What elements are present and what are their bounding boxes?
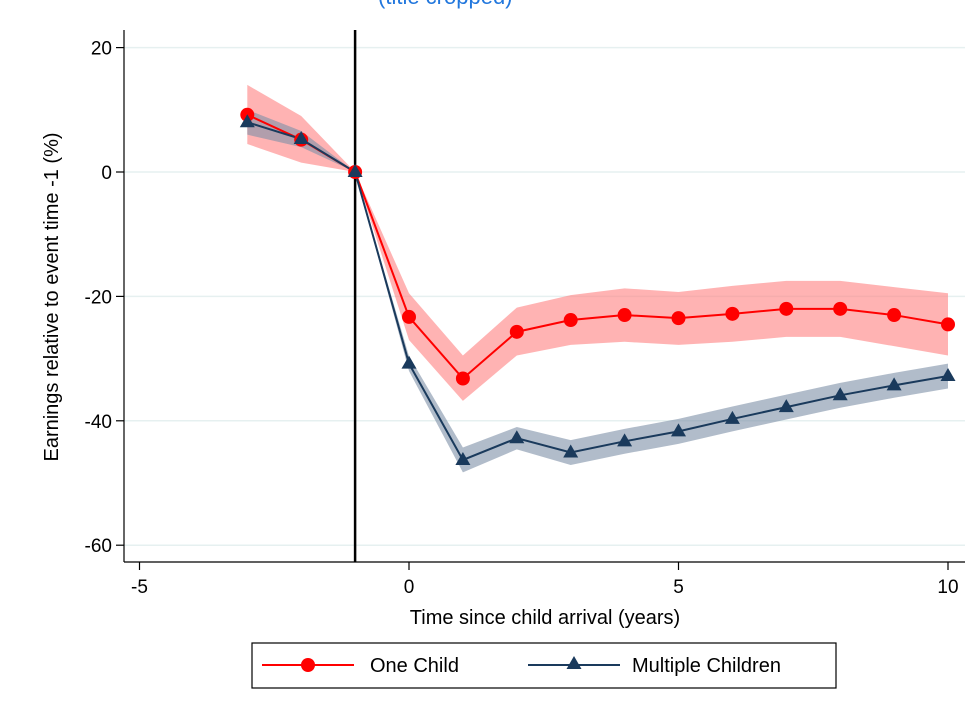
point-multiple-children-x5: [671, 423, 686, 437]
point-one-child-x8: [833, 301, 848, 316]
point-multiple-children-x3: [563, 444, 579, 458]
point-multiple-children-x-2: [293, 131, 309, 145]
x-tick-label-10: 10: [937, 577, 958, 598]
y-tick-label-20: 20: [91, 39, 112, 60]
x-tick-label-5: 5: [673, 577, 684, 598]
clipped-title-fragment: (title cropped): [378, 0, 513, 9]
point-one-child-x3: [563, 313, 578, 328]
point-multiple-children-x1: [455, 451, 471, 465]
point-one-child-x7: [779, 301, 794, 316]
legend-label-one-child: One Child: [370, 655, 459, 677]
point-multiple-children-x6: [724, 410, 740, 424]
axes: [116, 30, 965, 570]
confidence-bands: [247, 84, 949, 473]
x-tick-label-0: 0: [404, 577, 415, 598]
y-tick-label--20: -20: [85, 287, 112, 308]
point-one-child-x5: [671, 311, 686, 326]
legend-marker-multiple-children: [566, 656, 582, 669]
tick-labels: 20 0 -20 -40 -60 -5 0 5 10: [85, 39, 959, 598]
point-one-child-x1: [455, 371, 470, 386]
point-one-child-x0: [402, 309, 416, 324]
series-markers: [239, 107, 956, 465]
y-tick-label--40: -40: [85, 412, 112, 433]
point-multiple-children-x-3: [239, 114, 255, 128]
point-one-child-x6: [725, 306, 740, 321]
x-axis-title: Time since child arrival (years): [410, 607, 680, 629]
point-multiple-children-x8: [832, 387, 848, 401]
point-multiple-children-x0: [401, 355, 417, 369]
y-tick-label-0: 0: [101, 163, 112, 184]
series-line-multiple-children: [247, 121, 949, 462]
series-lines: [246, 113, 949, 462]
series-line-one-child: [246, 113, 949, 380]
point-multiple-children-x2: [509, 430, 525, 444]
legend-marker-one-child: [301, 658, 315, 672]
point-one-child-x10: [941, 317, 955, 332]
confidence-band-one-child: [247, 84, 949, 401]
legend-label-multiple-children: Multiple Children: [632, 655, 781, 677]
point-multiple-children-x-1: [347, 164, 363, 177]
point-one-child-x4: [617, 308, 632, 323]
point-multiple-children-x7: [778, 399, 794, 413]
point-one-child-x2: [509, 324, 524, 339]
y-axis-title: Earnings relative to event time -1 (%): [41, 132, 63, 461]
point-multiple-children-x4: [617, 433, 633, 447]
svg-text:(title cropped): (title cropped): [378, 0, 513, 9]
y-tick-label--60: -60: [85, 536, 112, 557]
x-tick-label--5: -5: [131, 577, 148, 598]
point-one-child-x9: [887, 308, 902, 323]
point-multiple-children-x10: [940, 368, 956, 382]
confidence-band-multiple-children: [247, 109, 949, 473]
point-multiple-children-x9: [886, 377, 902, 391]
legend: One Child Multiple Children: [251, 642, 837, 689]
